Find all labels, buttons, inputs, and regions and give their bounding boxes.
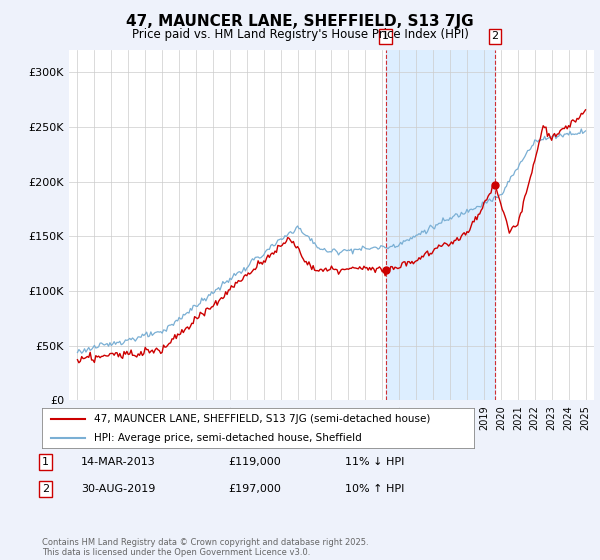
Text: £197,000: £197,000 xyxy=(228,484,281,494)
Text: 14-MAR-2013: 14-MAR-2013 xyxy=(81,457,156,467)
Text: HPI: Average price, semi-detached house, Sheffield: HPI: Average price, semi-detached house,… xyxy=(94,433,362,443)
Bar xyxy=(386,50,495,400)
Text: 47, MAUNCER LANE, SHEFFIELD, S13 7JG: 47, MAUNCER LANE, SHEFFIELD, S13 7JG xyxy=(126,14,474,29)
Text: 2: 2 xyxy=(42,484,49,494)
Text: 1: 1 xyxy=(382,31,389,41)
Text: Contains HM Land Registry data © Crown copyright and database right 2025.
This d: Contains HM Land Registry data © Crown c… xyxy=(42,538,368,557)
Text: Price paid vs. HM Land Registry's House Price Index (HPI): Price paid vs. HM Land Registry's House … xyxy=(131,28,469,41)
Text: 2: 2 xyxy=(491,31,499,41)
Text: 1: 1 xyxy=(42,457,49,467)
Text: 10% ↑ HPI: 10% ↑ HPI xyxy=(345,484,404,494)
Text: 11% ↓ HPI: 11% ↓ HPI xyxy=(345,457,404,467)
Text: 47, MAUNCER LANE, SHEFFIELD, S13 7JG (semi-detached house): 47, MAUNCER LANE, SHEFFIELD, S13 7JG (se… xyxy=(94,414,430,424)
Text: 30-AUG-2019: 30-AUG-2019 xyxy=(81,484,155,494)
Text: £119,000: £119,000 xyxy=(228,457,281,467)
